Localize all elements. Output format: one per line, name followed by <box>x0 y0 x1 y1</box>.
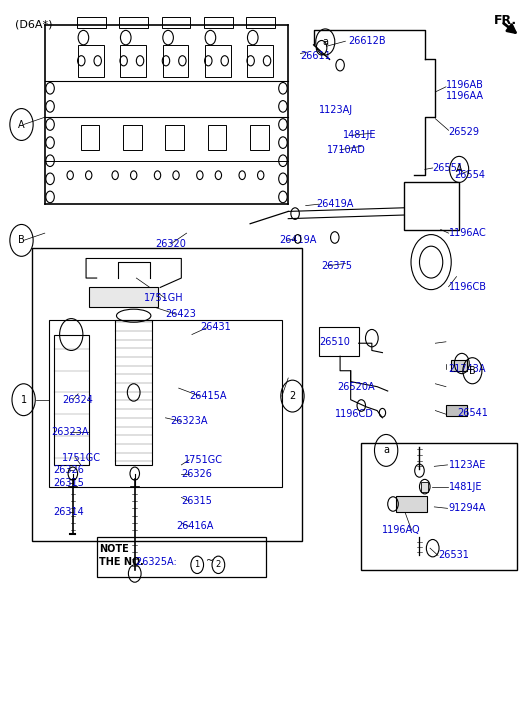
Text: 26416A: 26416A <box>176 521 213 531</box>
Text: 26326: 26326 <box>181 469 212 478</box>
Text: 26423: 26423 <box>165 309 196 319</box>
Text: a: a <box>322 37 328 47</box>
Text: 26375: 26375 <box>321 261 353 270</box>
Bar <box>250 124 269 150</box>
Bar <box>49 320 282 486</box>
Bar <box>115 320 152 465</box>
Text: 1751GC: 1751GC <box>184 455 223 465</box>
Text: 21743A: 21743A <box>448 364 486 374</box>
Bar <box>123 124 142 150</box>
Text: 26320: 26320 <box>155 239 186 249</box>
Bar <box>120 45 146 78</box>
Bar <box>319 327 359 356</box>
Text: 1: 1 <box>195 561 200 569</box>
Text: 26326: 26326 <box>53 465 84 475</box>
Text: ~: ~ <box>206 556 214 566</box>
Text: NOTE: NOTE <box>99 544 129 554</box>
Text: 1710AD: 1710AD <box>327 145 365 155</box>
Text: 26431: 26431 <box>200 322 230 332</box>
Text: 26611: 26611 <box>301 51 331 61</box>
Text: 26323A: 26323A <box>52 427 89 438</box>
Bar <box>165 124 184 150</box>
Bar <box>162 17 190 28</box>
Bar <box>396 496 427 512</box>
Text: a: a <box>383 446 389 455</box>
Bar <box>246 17 275 28</box>
Text: 26323A: 26323A <box>171 417 208 427</box>
Text: 1123AJ: 1123AJ <box>319 105 353 115</box>
Text: 1196CB: 1196CB <box>448 283 487 292</box>
Text: 26510: 26510 <box>319 337 350 347</box>
Text: 2: 2 <box>216 561 221 569</box>
Bar <box>89 286 157 307</box>
Bar <box>163 45 188 78</box>
Bar <box>247 45 273 78</box>
Text: 26541: 26541 <box>458 408 488 418</box>
Text: 1196AB: 1196AB <box>446 80 484 89</box>
Bar <box>204 17 232 28</box>
Text: (D6A*): (D6A*) <box>14 20 52 30</box>
Text: 2: 2 <box>289 391 296 401</box>
Bar <box>451 360 467 371</box>
Text: 26612B: 26612B <box>348 36 386 47</box>
Bar <box>77 17 106 28</box>
Text: 1196AQ: 1196AQ <box>383 525 421 535</box>
Bar <box>446 405 467 416</box>
Bar <box>78 45 104 78</box>
Text: 26324: 26324 <box>62 395 93 405</box>
Text: 1481JE: 1481JE <box>343 130 376 140</box>
Text: 91294A: 91294A <box>448 503 486 513</box>
Text: 26520A: 26520A <box>337 382 375 392</box>
Text: FR.: FR. <box>494 15 517 28</box>
Text: B: B <box>469 366 476 376</box>
Text: 26315: 26315 <box>53 478 84 488</box>
Text: 1123AE: 1123AE <box>448 460 486 470</box>
Text: 1481JE: 1481JE <box>448 481 482 491</box>
Text: 1196CD: 1196CD <box>335 409 373 419</box>
Text: 26529: 26529 <box>448 126 479 137</box>
Text: 1: 1 <box>21 395 27 405</box>
Bar <box>208 124 226 150</box>
Text: A: A <box>18 119 25 129</box>
Bar <box>361 443 518 570</box>
Bar <box>205 45 230 78</box>
Bar <box>404 182 459 230</box>
Bar <box>119 17 148 28</box>
Text: 26325A:: 26325A: <box>136 557 180 567</box>
Text: 26554: 26554 <box>454 170 485 180</box>
Text: A: A <box>456 164 462 174</box>
Text: 26551: 26551 <box>433 163 464 173</box>
Text: 26415A: 26415A <box>189 391 227 401</box>
Text: B: B <box>18 236 25 246</box>
Text: 26314: 26314 <box>53 507 84 517</box>
Text: 1196AA: 1196AA <box>446 91 484 100</box>
Bar <box>81 124 99 150</box>
Bar <box>54 334 89 465</box>
Text: 26315: 26315 <box>181 496 212 506</box>
Text: 1196AC: 1196AC <box>448 228 486 238</box>
Bar <box>421 481 428 491</box>
Text: 1751GC: 1751GC <box>62 453 101 462</box>
Bar <box>32 248 302 541</box>
Text: 26419A: 26419A <box>279 236 317 246</box>
Text: 1751GH: 1751GH <box>144 293 184 303</box>
Text: 26419A: 26419A <box>317 199 354 209</box>
Bar <box>97 537 266 577</box>
Text: 26531: 26531 <box>438 550 469 561</box>
Text: THE NO.: THE NO. <box>99 557 147 567</box>
